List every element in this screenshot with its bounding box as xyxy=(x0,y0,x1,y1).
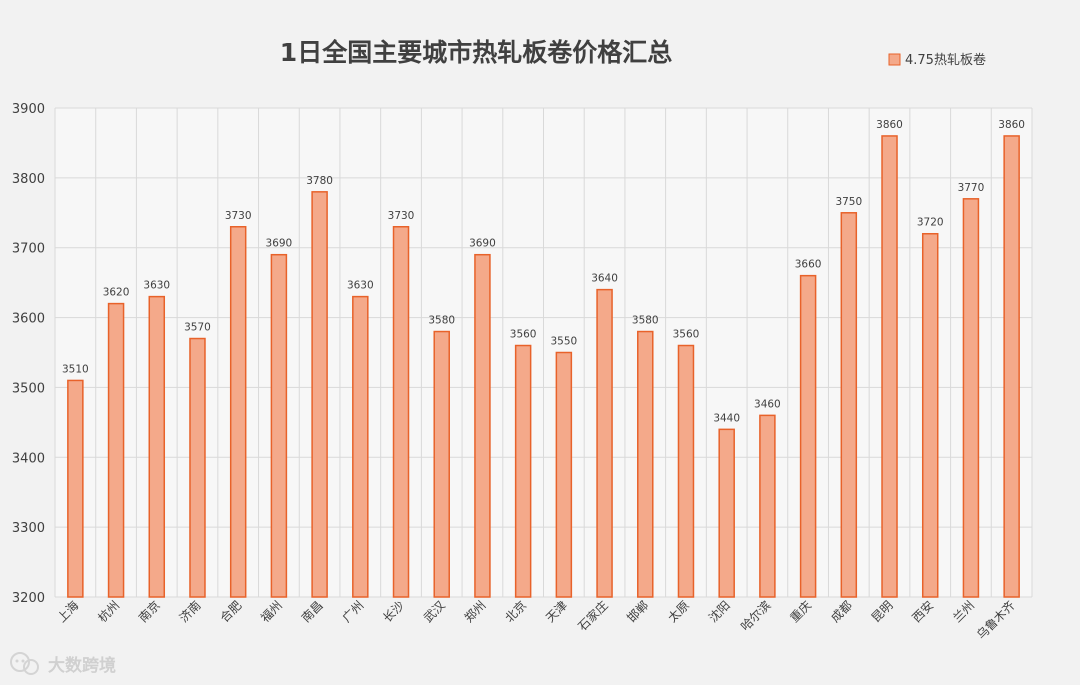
y-tick-label: 3500 xyxy=(12,381,45,396)
y-tick-label: 3600 xyxy=(12,312,45,327)
data-label: 3580 xyxy=(632,315,659,327)
bar-12 xyxy=(514,344,532,598)
watermark-text: 大数跨境 xyxy=(48,655,116,676)
watermark: 大数跨境 xyxy=(10,652,116,676)
data-label: 3460 xyxy=(754,398,781,410)
bar-9 xyxy=(392,226,410,598)
data-label: 3640 xyxy=(591,273,618,285)
data-label: 3510 xyxy=(62,363,89,375)
bar-2 xyxy=(107,302,125,598)
bars xyxy=(67,135,1020,598)
bar-21 xyxy=(881,135,898,598)
data-label: 3630 xyxy=(143,280,170,292)
bar-18 xyxy=(759,414,776,598)
data-label: 3560 xyxy=(510,329,537,341)
data-label: 3750 xyxy=(835,196,862,208)
legend: 4.75热轧板卷 xyxy=(888,52,986,68)
wechat-logo-icon xyxy=(10,652,39,675)
y-tick-label: 3300 xyxy=(12,521,45,536)
bar-8 xyxy=(352,295,369,598)
bar-14 xyxy=(596,288,613,598)
data-label: 3630 xyxy=(347,280,374,292)
y-tick-label: 3200 xyxy=(12,591,45,606)
data-label: 3720 xyxy=(917,217,944,229)
bar-4 xyxy=(189,337,206,598)
data-label: 3440 xyxy=(713,412,740,424)
data-label: 3860 xyxy=(998,119,1025,131)
y-tick-label: 3800 xyxy=(12,172,45,187)
bar-16 xyxy=(677,344,695,598)
data-label: 3660 xyxy=(795,259,822,271)
y-tick-label: 3900 xyxy=(12,102,45,117)
data-label: 3580 xyxy=(428,315,455,327)
bar-22 xyxy=(921,232,939,598)
y-tick-label: 3400 xyxy=(12,451,45,466)
data-label: 3550 xyxy=(550,336,577,348)
bar-5 xyxy=(229,226,247,598)
legend-swatch xyxy=(888,53,901,66)
data-label: 3690 xyxy=(469,238,496,250)
data-label: 3620 xyxy=(103,287,130,299)
y-tick-label: 3700 xyxy=(12,242,45,257)
bar-13 xyxy=(555,351,573,598)
y-axis: 3200 3300 3400 3500 3600 3700 3800 3900 xyxy=(12,102,45,606)
bar-15 xyxy=(637,330,654,598)
data-labels: 3510 3620 3630 3570 3730 3690 3780 3630 3730 3580… xyxy=(62,119,1025,424)
grid-lines xyxy=(54,107,1033,598)
legend-label: 4.75热轧板卷 xyxy=(905,52,986,68)
data-label: 3690 xyxy=(266,238,293,250)
bar-10 xyxy=(433,330,450,598)
data-label: 3560 xyxy=(673,329,700,341)
bar-23 xyxy=(962,198,980,598)
data-label: 3780 xyxy=(306,175,333,187)
bar-3 xyxy=(148,295,166,598)
bar-1 xyxy=(67,379,84,598)
bar-11 xyxy=(474,253,491,598)
bar-7 xyxy=(311,191,328,598)
data-label: 3570 xyxy=(184,322,211,334)
bar-24 xyxy=(1003,135,1020,598)
data-label: 3730 xyxy=(388,210,415,222)
bar-17 xyxy=(718,428,735,598)
bar-6 xyxy=(270,253,288,598)
data-label: 3730 xyxy=(225,210,252,222)
data-label: 3770 xyxy=(958,182,985,194)
chart-title: 1日全国主要城市热轧板卷价格汇总 xyxy=(280,38,672,67)
bar-19 xyxy=(799,274,817,598)
bar-20 xyxy=(840,212,858,598)
data-label: 3860 xyxy=(876,119,903,131)
